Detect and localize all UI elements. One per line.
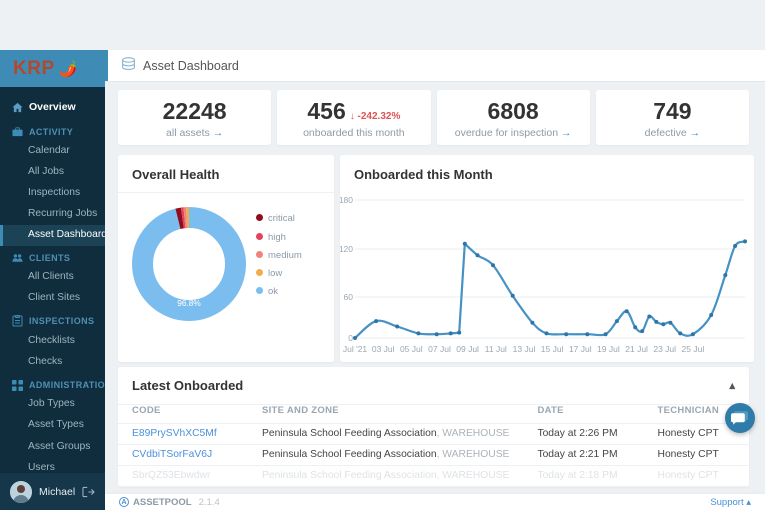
svg-text:120: 120 — [340, 244, 353, 254]
svg-text:21 Jul: 21 Jul — [625, 344, 648, 354]
svg-text:180: 180 — [340, 195, 353, 205]
svg-text:19 Jul: 19 Jul — [597, 344, 620, 354]
svg-text:0: 0 — [348, 333, 353, 343]
svg-text:11 Jul: 11 Jul — [485, 344, 507, 354]
svg-text:Jul '21: Jul '21 — [343, 344, 368, 354]
svg-text:23 Jul: 23 Jul — [653, 344, 676, 354]
svg-text:60: 60 — [344, 292, 354, 302]
svg-text:15 Jul: 15 Jul — [541, 344, 564, 354]
svg-text:17 Jul: 17 Jul — [569, 344, 592, 354]
svg-text:96.8%: 96.8% — [177, 298, 201, 308]
svg-text:09 Jul: 09 Jul — [456, 344, 479, 354]
svg-text:07 Jul: 07 Jul — [428, 344, 451, 354]
svg-text:03 Jul: 03 Jul — [372, 344, 395, 354]
svg-text:13 Jul: 13 Jul — [513, 344, 536, 354]
svg-text:25 Jul: 25 Jul — [682, 344, 705, 354]
svg-text:05 Jul: 05 Jul — [400, 344, 423, 354]
